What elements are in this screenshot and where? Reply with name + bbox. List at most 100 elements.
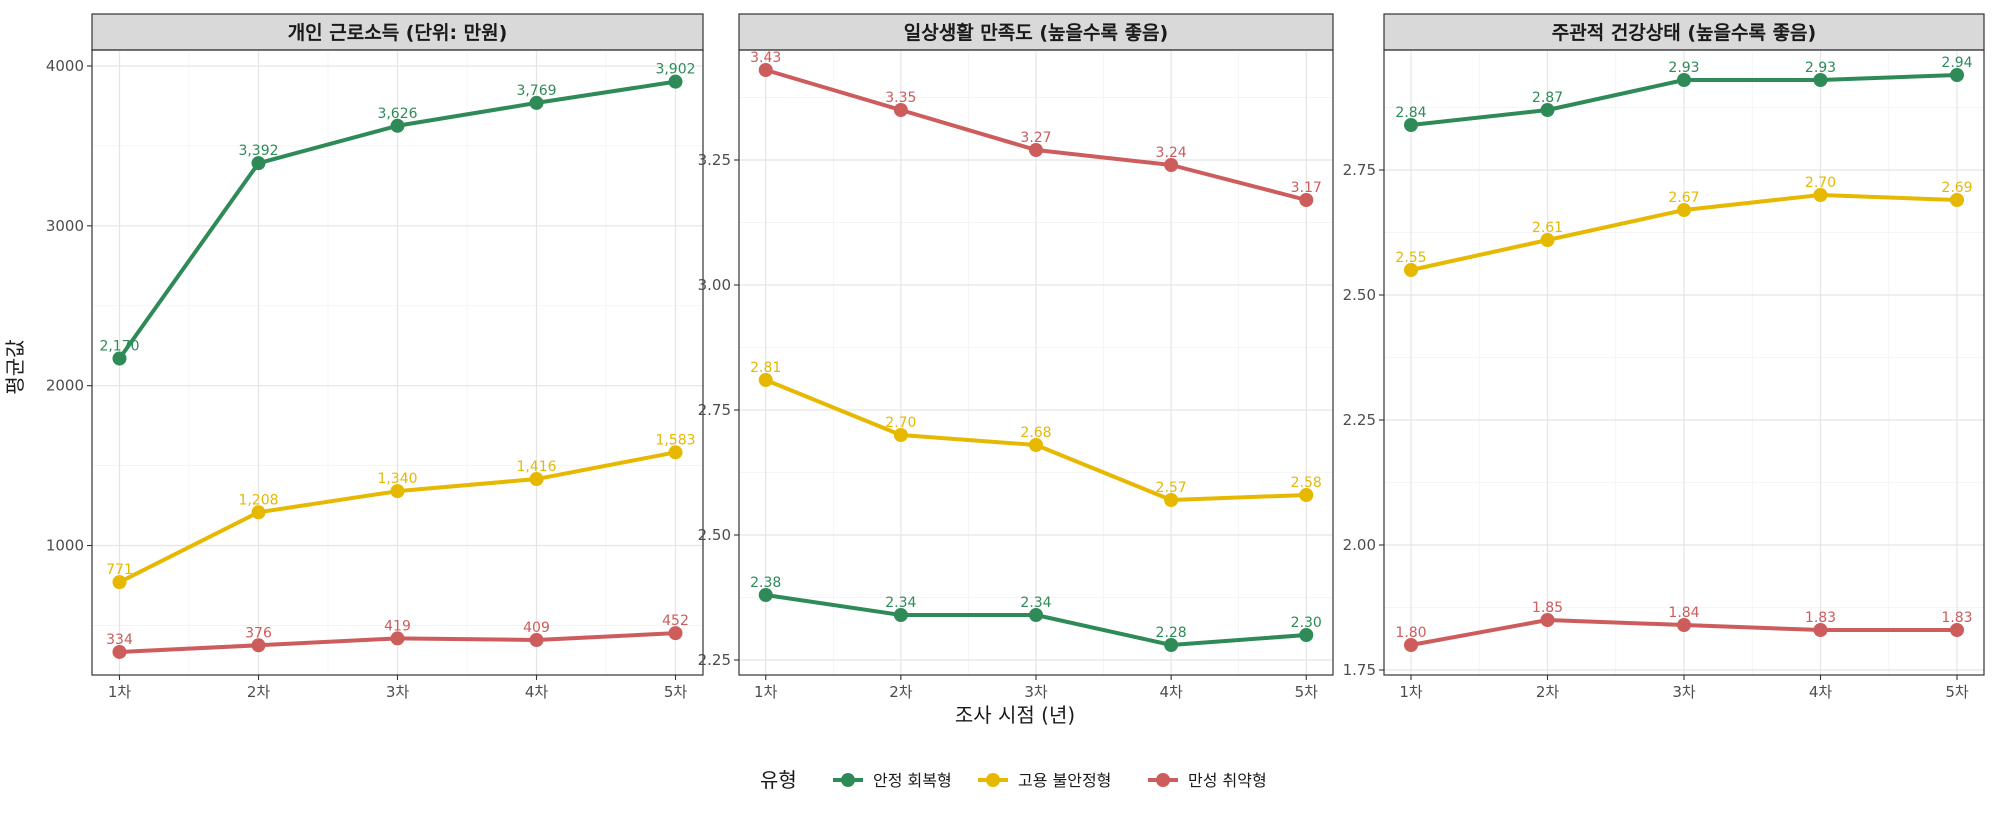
data-point [1813,188,1828,202]
data-point [758,588,773,602]
y-tick-label: 2.75 [698,401,731,419]
data-point [1404,263,1418,277]
data-label: 2.55 [1395,250,1426,266]
data-point [893,608,908,622]
x-tick-label: 2차 [889,683,913,701]
legend-item: 안정 회복형 [833,771,952,790]
data-label: 3.27 [1020,130,1051,146]
data-label: 1.84 [1668,605,1699,621]
series-2: 2.55 2.61 2.67 2.70 2.69 [1395,175,1973,277]
data-label: 2.67 [1668,190,1699,206]
legend: 유형 안정 회복형 고용 불안정형 만성 취약형 [760,768,1267,792]
y-tick-label: 2000 [46,377,84,395]
data-point [1540,103,1555,117]
data-label: 1.85 [1532,600,1563,616]
series-3: 334 376 419 409 452 [106,613,689,659]
data-point [529,632,544,647]
data-label: 2.28 [1156,625,1187,641]
x-axis-title: 조사 시점 (년) [955,703,1075,727]
x-tick-label: 1차 [754,683,778,701]
data-label: 2.94 [1941,55,1972,71]
y-tick-label: 2.00 [1343,536,1376,554]
data-point [1299,628,1314,642]
data-point [1404,118,1418,132]
data-label: 409 [523,620,550,636]
data-label: 2.70 [885,415,916,431]
data-point [1950,623,1964,637]
data-label: 1.83 [1941,610,1972,626]
data-point [1677,73,1691,87]
data-point [1299,488,1314,502]
series-2: 2.81 2.70 2.68 2.57 2.58 [750,360,1322,507]
panel-title: 일상생활 만족도 (높을수록 좋음) [904,22,1168,44]
data-label: 452 [662,613,689,629]
legend-item: 고용 불안정형 [978,771,1111,790]
series-1: 2,170 3,392 3,626 3,769 3,902 [99,62,696,366]
data-point [1029,608,1043,622]
panel-strip [738,13,1334,51]
data-point [758,63,773,77]
x-tick-label: 2차 [1536,683,1560,701]
legend-title: 유형 [760,768,797,792]
legend-key-point [986,773,1000,787]
data-point [668,445,683,460]
data-point [1164,158,1179,172]
y-tick-label: 1000 [46,537,84,555]
y-tick-label: 2.50 [1343,286,1376,304]
data-point [758,373,773,387]
data-label: 1,583 [655,432,695,448]
panel-border [738,49,1334,676]
x-tick-label: 1차 [108,683,132,701]
data-point [1950,193,1964,207]
data-point [1540,233,1555,247]
panel-border [1383,49,1985,676]
data-label: 2.70 [1805,175,1836,191]
legend-label: 만성 취약형 [1188,771,1267,790]
y-tick-label: 2.25 [698,651,731,669]
legend-label: 고용 불안정형 [1018,771,1111,790]
data-label: 2.57 [1156,480,1187,496]
x-tick-label: 4차 [1809,683,1833,701]
y-tick-label: 3000 [46,217,84,235]
data-point [112,351,127,366]
data-point [1950,68,1964,82]
x-tick-label: 3차 [1024,683,1048,701]
x-tick-label: 3차 [1672,683,1696,701]
x-tick-label: 3차 [386,683,410,701]
data-label: 3,769 [516,83,556,99]
data-point [390,484,405,499]
data-label: 3,902 [655,62,695,78]
data-point [251,505,266,520]
data-label: 3,626 [377,106,417,122]
legend-key-point [1156,773,1170,787]
legend-label: 안정 회복형 [873,771,952,790]
y-tick-label: 2.25 [1343,411,1376,429]
data-label: 2.61 [1532,220,1563,236]
series-2: 771 1,208 1,340 1,416 1,583 [106,432,696,590]
data-point [1677,203,1691,217]
data-label: 2.58 [1291,475,1322,491]
y-tick-label: 2.75 [1343,161,1376,179]
data-point [1029,438,1043,452]
y-axis-title: 평균값 [3,339,27,394]
data-label: 334 [106,632,133,648]
data-point [1540,613,1555,627]
data-point [112,575,127,590]
data-label: 1,340 [377,471,417,487]
data-point [1164,638,1179,652]
y-tick-label: 3.00 [698,276,731,294]
data-point [390,118,405,133]
panel-title: 개인 근로소득 (단위: 만원) [288,22,508,44]
panel-2: 일상생활 만족도 (높을수록 좋음) 2.25 2.50 2.75 3.00 3.25 1차… [698,13,1334,701]
data-label: 1.80 [1395,625,1426,641]
data-label: 2.34 [885,595,916,611]
series-3: 1.80 1.85 1.84 1.83 1.83 [1395,600,1973,652]
data-label: 1,416 [516,459,556,475]
y-tick-label: 2.50 [698,526,731,544]
panels: 개인 근로소득 (단위: 만원) 1000 2000 3000 4000 1차 2차 3차 4차… [46,13,1985,701]
data-label: 2.84 [1395,105,1426,121]
data-point [390,631,405,646]
data-point [668,74,683,89]
